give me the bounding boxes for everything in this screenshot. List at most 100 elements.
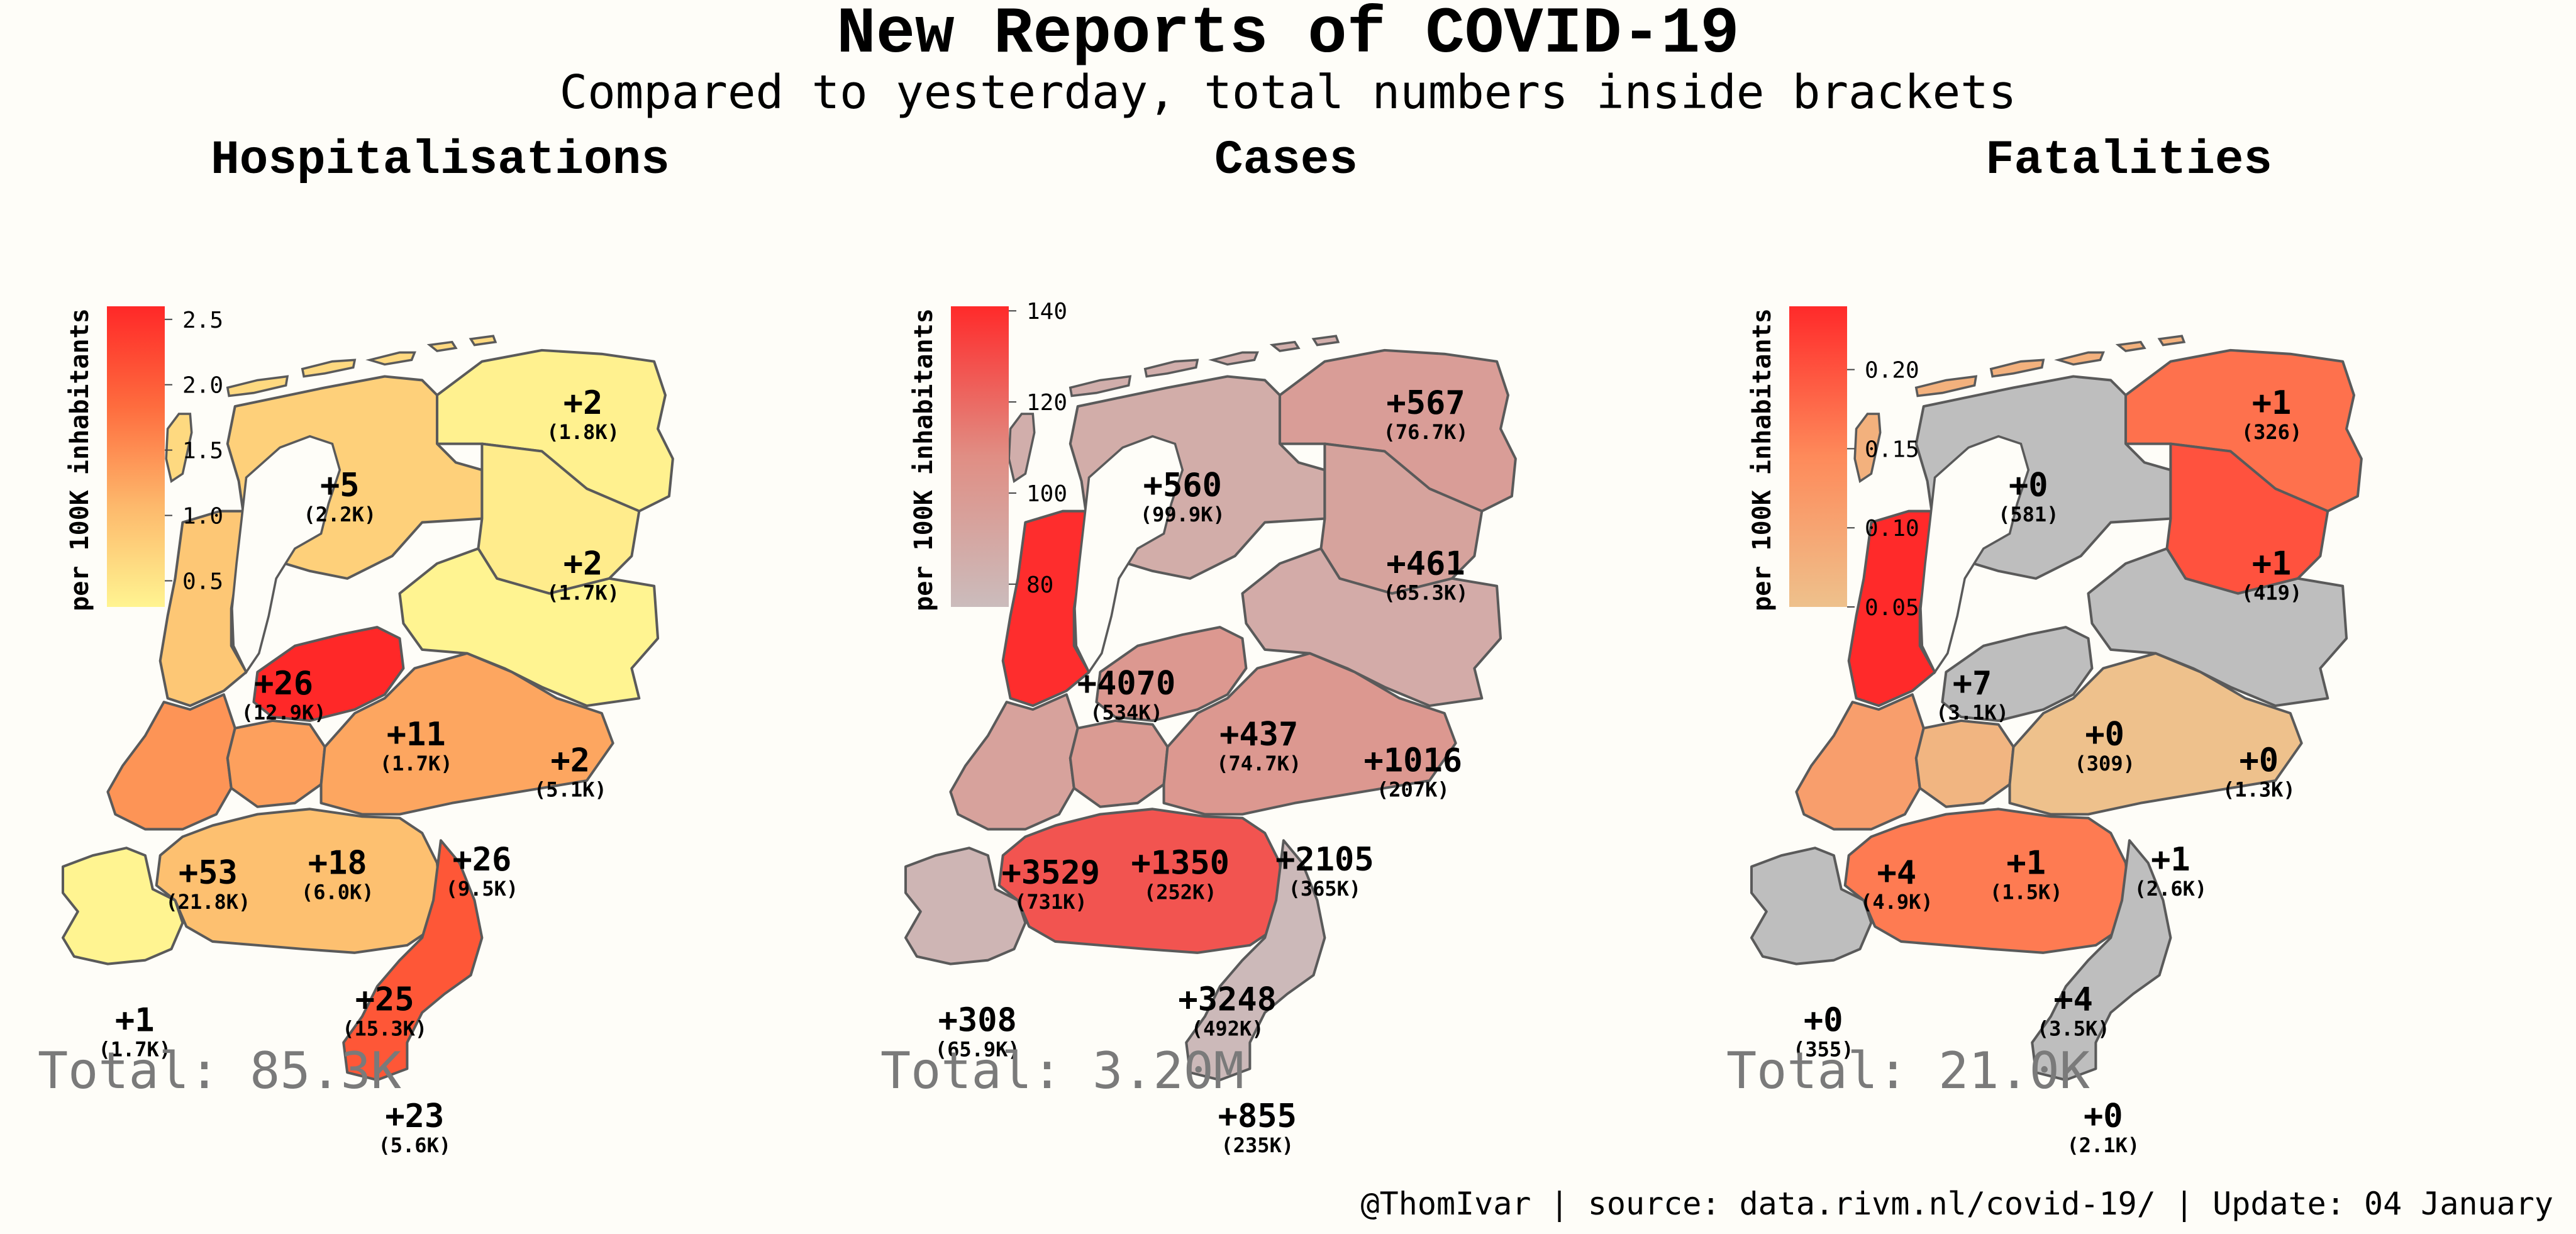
fatalities-total-overijssel: (1.3K) xyxy=(2223,778,2296,802)
hospitalisations-map xyxy=(61,335,674,1082)
fatalities-island-6 xyxy=(2157,335,2186,347)
fatalities-region-flevoland xyxy=(1941,626,2094,722)
fatalities-change-groningen: +1 xyxy=(2252,384,2292,422)
fatalities-region-zeeland xyxy=(1750,847,1873,965)
figure-subtitle: Compared to yesterday, total numbers ins… xyxy=(560,65,2017,120)
fatalities-island-3 xyxy=(1989,359,2045,378)
cases-change-noord-holland: +4070 xyxy=(1077,665,1176,703)
fatalities-island-5 xyxy=(2115,340,2146,352)
fatalities-legend-label: per 100K inhabitants xyxy=(1748,308,1777,611)
hospitalisations-region-utrecht xyxy=(226,719,326,808)
cases-total-overijssel: (207K) xyxy=(1377,778,1450,802)
fatalities-total-groningen: (326) xyxy=(2241,420,2302,444)
cases-region-limburg xyxy=(1185,839,1326,1082)
hospitalisations-total-overijssel: (5.1K) xyxy=(534,778,607,802)
fatalities-legend-bar xyxy=(1789,306,1847,607)
fatalities-ijsselmeer xyxy=(1919,435,2030,675)
hospitalisations-change-drenthe: +2 xyxy=(564,545,603,583)
hospitalisations-total-zuid-holland: (21.8K) xyxy=(165,890,250,914)
cases-island-6 xyxy=(1311,335,1340,347)
hospitalisations-total-utrecht: (6.0K) xyxy=(301,881,374,904)
hospitalisations-change-noord-holland: +26 xyxy=(254,665,313,703)
cases-change-groningen: +567 xyxy=(1386,384,1465,422)
cases-region-utrecht xyxy=(1069,719,1169,808)
cases-region-flevoland xyxy=(1095,626,1248,722)
hospitalisations-total-noord-holland: (12.9K) xyxy=(242,701,326,725)
cases-change-flevoland: +437 xyxy=(1219,716,1298,753)
fatalities-region-utrecht xyxy=(1914,719,2015,808)
fatalities-map xyxy=(1750,335,2363,1082)
hospitalisations-region-flevoland xyxy=(252,626,405,722)
hospitalisations-island-2 xyxy=(226,375,289,397)
hospitalisations-legend-label: per 100K inhabitants xyxy=(65,308,94,611)
hospitalisations-region-overijssel xyxy=(398,547,660,708)
hospitalisations-region-zuid-holland xyxy=(106,693,236,831)
fatalities-change-gelderland: +1 xyxy=(2151,841,2190,879)
cases-total-noord-brabant: (492K) xyxy=(1191,1016,1264,1040)
fatalities-total-flevoland: (309) xyxy=(2075,752,2135,775)
fatalities-legend-tick-label: 0.05 xyxy=(1865,595,1919,621)
fatalities-title: Fatalities xyxy=(1985,133,2272,187)
fatalities-change-drenthe: +1 xyxy=(2252,545,2292,583)
cases-total-limburg: (235K) xyxy=(1221,1133,1294,1157)
hospitalisations-panel: Hospitalisations+2(1.8K)+5(2.2K)+2(1.7K)… xyxy=(38,133,674,1157)
hospitalisations-island-5 xyxy=(426,340,458,352)
fatalities-grand-total: Total: 21.0K xyxy=(1726,1042,2090,1100)
fatalities-region-limburg xyxy=(2031,839,2172,1082)
hospitalisations-change-flevoland: +11 xyxy=(387,716,446,753)
fatalities-total-drenthe: (419) xyxy=(2241,581,2302,605)
hospitalisations-change-overijssel: +2 xyxy=(551,742,591,780)
fatalities-change-zuid-holland: +4 xyxy=(1877,854,1917,892)
cases-total-gelderland: (365K) xyxy=(1289,877,1362,901)
hospitalisations-total-noord-brabant: (15.3K) xyxy=(342,1016,427,1040)
cases-legend-tick-label: 140 xyxy=(1026,299,1067,325)
fatalities-total-noord-brabant: (3.5K) xyxy=(2037,1016,2110,1040)
hospitalisations-island-3 xyxy=(301,359,357,378)
hospitalisations-title: Hospitalisations xyxy=(211,133,670,187)
fatalities-legend-tick-label: 0.20 xyxy=(1865,358,1919,384)
fatalities-change-friesland: +0 xyxy=(2009,467,2048,504)
cases-change-utrecht: +1350 xyxy=(1131,845,1230,882)
fatalities-legend-tick-label: 0.10 xyxy=(1865,516,1919,542)
fatalities-total-limburg: (2.1K) xyxy=(2067,1133,2140,1157)
cases-legend-bar xyxy=(951,306,1009,607)
cases-total-zeeland: (65.9K) xyxy=(935,1038,1020,1062)
cases-change-noord-brabant: +3248 xyxy=(1178,981,1277,1018)
hospitalisations-region-gelderland xyxy=(319,652,614,816)
cases-legend-tick-label: 120 xyxy=(1026,390,1067,416)
hospitalisations-island-4 xyxy=(365,351,416,366)
hospitalisations-legend-tick-label: 0.5 xyxy=(182,569,223,594)
fatalities-region-zuid-holland xyxy=(1795,693,1925,831)
hospitalisations-region-zeeland xyxy=(61,847,184,965)
cases-change-zeeland: +308 xyxy=(938,1002,1017,1040)
map-panels: Hospitalisations+2(1.8K)+5(2.2K)+2(1.7K)… xyxy=(38,133,2363,1157)
cases-region-zeeland xyxy=(904,847,1027,965)
cases-total-friesland: (99.9K) xyxy=(1140,503,1225,526)
cases-island-5 xyxy=(1269,340,1301,352)
hospitalisations-change-groningen: +2 xyxy=(564,384,603,422)
hospitalisations-island-6 xyxy=(469,335,497,347)
cases-grand-total: Total: 3.20M xyxy=(880,1042,1244,1100)
fatalities-total-utrecht: (1.5K) xyxy=(1990,881,2063,904)
hospitalisations-island-1 xyxy=(165,413,193,484)
cases-island-1 xyxy=(1008,413,1036,484)
hospitalisations-change-friesland: +5 xyxy=(320,467,360,504)
cases-change-gelderland: +2105 xyxy=(1275,841,1374,879)
fatalities-legend-tick-label: 0.15 xyxy=(1865,436,1919,462)
hospitalisations-change-limburg: +23 xyxy=(385,1098,444,1135)
hospitalisations-ijsselmeer xyxy=(231,435,341,675)
fatalities-total-noord-holland: (3.1K) xyxy=(1936,701,2009,725)
cases-change-drenthe: +461 xyxy=(1386,545,1465,583)
fatalities-change-noord-brabant: +4 xyxy=(2053,981,2093,1018)
cases-change-overijssel: +1016 xyxy=(1364,742,1463,780)
cases-island-2 xyxy=(1069,375,1132,397)
fatalities-change-overijssel: +0 xyxy=(2240,742,2279,780)
cases-title: Cases xyxy=(1214,133,1358,187)
hospitalisations-total-drenthe: (1.7K) xyxy=(547,581,619,605)
hospitalisations-legend-bar xyxy=(107,306,165,607)
fatalities-change-utrecht: +1 xyxy=(2006,845,2046,882)
cases-total-groningen: (76.7K) xyxy=(1384,420,1468,444)
cases-map xyxy=(904,335,1517,1082)
cases-legend-tick-label: 100 xyxy=(1026,481,1067,507)
